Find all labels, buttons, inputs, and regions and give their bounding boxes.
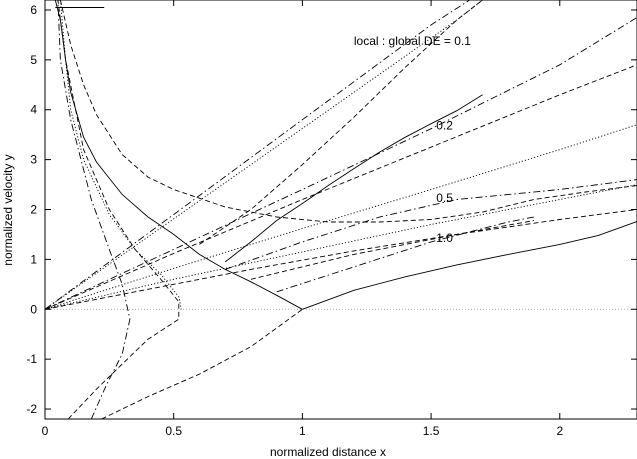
y-tick-label: 3 (30, 153, 37, 167)
series-dashed (45, 0, 637, 419)
series-dotted-curve-3 (59, 0, 182, 310)
series-dashed-curve-6 (101, 308, 303, 419)
annotation-label: 0.2 (436, 119, 453, 133)
series-solid (54, 0, 637, 310)
series-dashed-curve-5 (57, 0, 180, 419)
series-dashed-curve-3 (199, 0, 483, 245)
y-tick-label: -1 (26, 352, 37, 366)
series-dashdot-curve-3 (276, 216, 535, 293)
y-tick-label: 2 (30, 203, 37, 217)
series-dotted (45, 0, 637, 310)
x-tick-label: 1.5 (423, 424, 440, 438)
y-axis-ticks: -2 -1 0 1 2 3 4 5 6 (26, 3, 637, 416)
series-solid-curve-1 (302, 221, 637, 310)
series-dashed-curve-1 (45, 209, 637, 310)
annotations: local : global DE = 0.1 0.2 0.5 1.0 (354, 34, 471, 245)
y-axis-label: normalized velocity y (1, 154, 15, 265)
series-dashed-curve-4 (250, 220, 535, 280)
x-tick-label: 2 (556, 424, 563, 438)
y-tick-label: 4 (30, 103, 37, 117)
series-layer (45, 0, 637, 419)
series-dotted-curve-2 (45, 0, 483, 310)
series-dashdot-curve-0 (45, 17, 637, 310)
series-dashdot (45, 0, 637, 419)
x-axis-ticks: 0 0.5 1 1.5 2 (42, 0, 563, 438)
y-tick-label: 6 (30, 3, 37, 17)
annotation-label: local : global DE = 0.1 (354, 34, 471, 48)
series-dashdot-curve-4 (57, 0, 131, 419)
annotation-label: 0.5 (436, 191, 453, 205)
x-tick-label: 1 (299, 424, 306, 438)
y-tick-label: 0 (30, 302, 37, 316)
series-dashdot-curve-1 (45, 0, 470, 310)
y-tick-label: 5 (30, 53, 37, 67)
series-solid-curve-2 (224, 94, 483, 263)
y-tick-label: 1 (30, 252, 37, 266)
plot-frame (44, 0, 637, 420)
series-dotted-curve-0 (45, 124, 637, 310)
series-dashdot-curve-2 (225, 179, 637, 270)
series-dashed-curve-2 (45, 64, 637, 310)
annotation-label: 1.0 (436, 231, 453, 245)
x-tick-label: 0.5 (165, 424, 182, 438)
x-tick-label: 0 (42, 424, 49, 438)
y-tick-label: -2 (26, 402, 37, 416)
x-axis-label: normalized distance x (270, 445, 386, 459)
series-dashed-curve-0 (59, 0, 637, 223)
